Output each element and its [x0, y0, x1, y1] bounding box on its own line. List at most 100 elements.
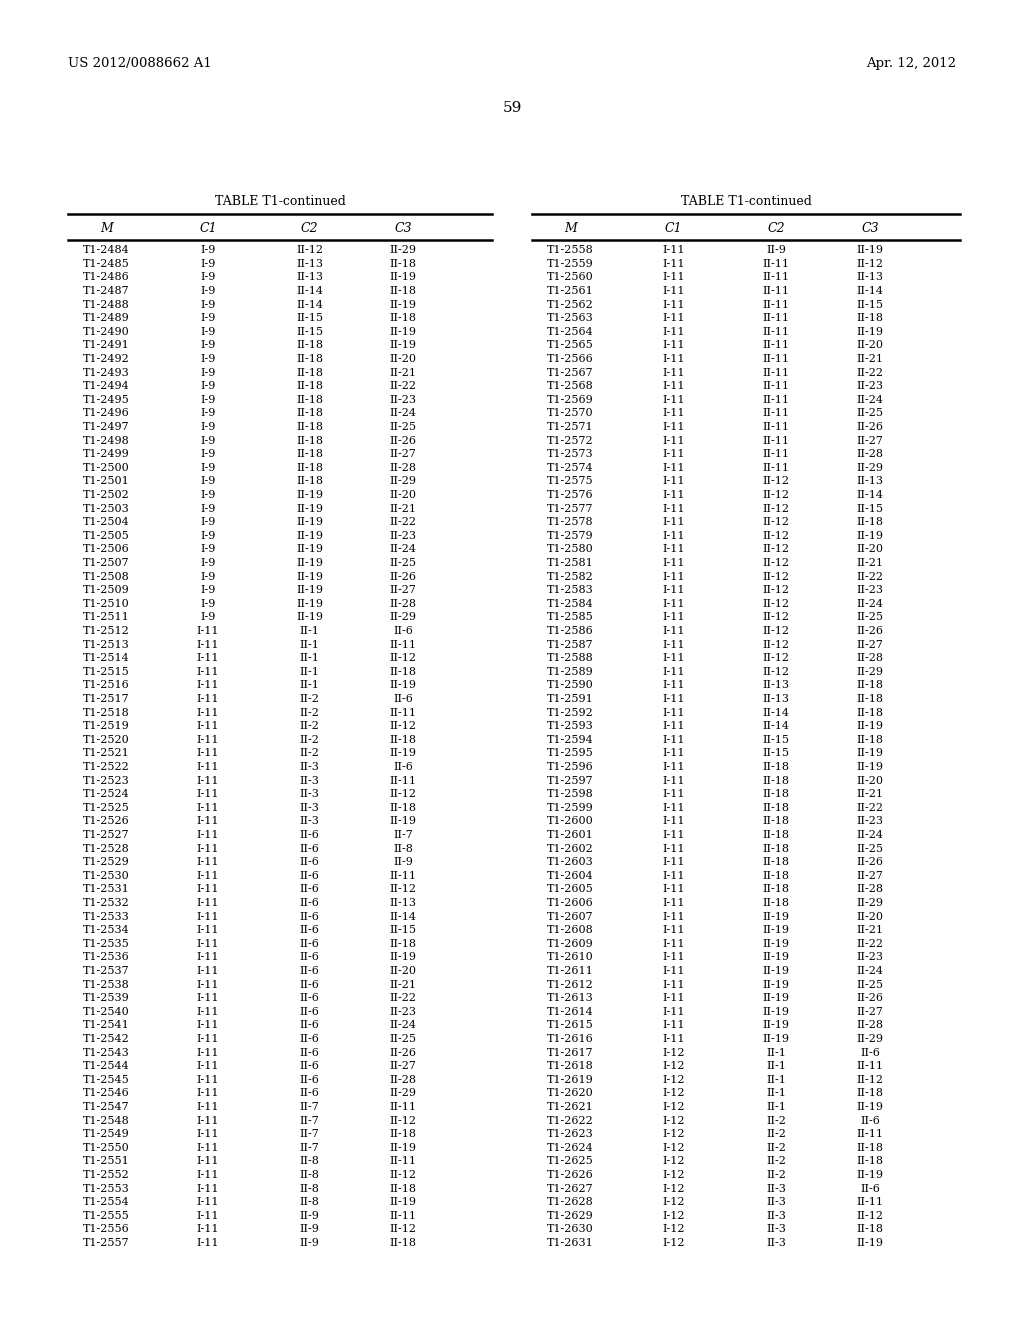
Text: I-11: I-11	[197, 979, 219, 990]
Text: II-21: II-21	[857, 789, 884, 799]
Text: T1-2513: T1-2513	[83, 640, 129, 649]
Text: II-12: II-12	[389, 721, 417, 731]
Text: II-18: II-18	[857, 694, 884, 704]
Text: T1-2608: T1-2608	[547, 925, 594, 935]
Text: II-3: II-3	[300, 762, 319, 772]
Text: I-11: I-11	[662, 979, 684, 990]
Text: II-18: II-18	[389, 259, 417, 269]
Text: T1-2514: T1-2514	[83, 653, 129, 663]
Text: II-25: II-25	[389, 1034, 417, 1044]
Text: II-19: II-19	[857, 1238, 884, 1247]
Text: I-11: I-11	[662, 1007, 684, 1016]
Text: II-28: II-28	[857, 653, 884, 663]
Text: II-29: II-29	[857, 463, 884, 473]
Text: I-11: I-11	[662, 558, 684, 568]
Text: II-19: II-19	[857, 531, 884, 541]
Text: I-11: I-11	[197, 830, 219, 840]
Text: T1-2612: T1-2612	[547, 979, 594, 990]
Text: T1-2551: T1-2551	[83, 1156, 129, 1167]
Text: T1-2598: T1-2598	[547, 789, 594, 799]
Text: I-11: I-11	[662, 680, 684, 690]
Text: II-12: II-12	[763, 626, 790, 636]
Text: II-12: II-12	[763, 667, 790, 677]
Text: T1-2630: T1-2630	[547, 1225, 594, 1234]
Text: I-11: I-11	[197, 925, 219, 935]
Text: II-12: II-12	[763, 531, 790, 541]
Text: II-12: II-12	[763, 599, 790, 609]
Text: I-11: I-11	[197, 1225, 219, 1234]
Text: I-11: I-11	[197, 1238, 219, 1247]
Text: II-19: II-19	[763, 925, 790, 935]
Text: II-21: II-21	[857, 354, 884, 364]
Text: I-11: I-11	[197, 939, 219, 949]
Text: II-15: II-15	[763, 748, 790, 759]
Text: II-29: II-29	[389, 612, 417, 623]
Text: US 2012/0088662 A1: US 2012/0088662 A1	[68, 57, 212, 70]
Text: II-22: II-22	[857, 803, 884, 813]
Text: T1-2547: T1-2547	[83, 1102, 129, 1111]
Text: I-9: I-9	[201, 477, 216, 486]
Text: II-19: II-19	[389, 300, 417, 310]
Text: T1-2505: T1-2505	[83, 531, 129, 541]
Text: II-18: II-18	[763, 857, 790, 867]
Text: T1-2490: T1-2490	[83, 327, 129, 337]
Text: T1-2531: T1-2531	[83, 884, 129, 895]
Text: T1-2562: T1-2562	[547, 300, 594, 310]
Text: II-6: II-6	[300, 898, 319, 908]
Text: II-19: II-19	[857, 327, 884, 337]
Text: II-2: II-2	[300, 694, 319, 704]
Text: II-18: II-18	[296, 477, 324, 486]
Text: I-11: I-11	[197, 843, 219, 854]
Text: T1-2592: T1-2592	[547, 708, 594, 718]
Text: II-22: II-22	[857, 572, 884, 582]
Text: II-7: II-7	[393, 830, 413, 840]
Text: I-11: I-11	[197, 1074, 219, 1085]
Text: T1-2523: T1-2523	[83, 776, 129, 785]
Text: II-19: II-19	[763, 912, 790, 921]
Text: II-19: II-19	[389, 1197, 417, 1208]
Text: T1-2570: T1-2570	[547, 408, 594, 418]
Text: II-12: II-12	[763, 544, 790, 554]
Text: I-11: I-11	[662, 381, 684, 391]
Text: II-3: II-3	[300, 776, 319, 785]
Text: II-20: II-20	[857, 776, 884, 785]
Text: C2: C2	[301, 223, 318, 235]
Text: II-21: II-21	[857, 558, 884, 568]
Text: T1-2495: T1-2495	[83, 395, 129, 405]
Text: T1-2560: T1-2560	[547, 272, 594, 282]
Text: T1-2590: T1-2590	[547, 680, 594, 690]
Text: T1-2502: T1-2502	[83, 490, 129, 500]
Text: II-23: II-23	[389, 1007, 417, 1016]
Text: I-11: I-11	[662, 776, 684, 785]
Text: I-11: I-11	[662, 367, 684, 378]
Text: II-6: II-6	[860, 1048, 880, 1057]
Text: I-11: I-11	[197, 1007, 219, 1016]
Text: T1-2618: T1-2618	[547, 1061, 594, 1072]
Text: T1-2582: T1-2582	[547, 572, 594, 582]
Text: I-9: I-9	[201, 449, 216, 459]
Text: II-12: II-12	[389, 1225, 417, 1234]
Text: II-12: II-12	[763, 490, 790, 500]
Text: II-11: II-11	[389, 708, 417, 718]
Text: II-11: II-11	[763, 367, 790, 378]
Text: II-28: II-28	[389, 463, 417, 473]
Text: II-6: II-6	[860, 1115, 880, 1126]
Text: II-12: II-12	[389, 653, 417, 663]
Text: II-18: II-18	[296, 341, 324, 350]
Text: II-18: II-18	[763, 884, 790, 895]
Text: T1-2496: T1-2496	[83, 408, 129, 418]
Text: T1-2511: T1-2511	[83, 612, 129, 623]
Text: II-27: II-27	[857, 871, 884, 880]
Text: T1-2579: T1-2579	[547, 531, 594, 541]
Text: I-9: I-9	[201, 341, 216, 350]
Text: I-11: I-11	[662, 259, 684, 269]
Text: I-11: I-11	[197, 966, 219, 975]
Text: II-21: II-21	[857, 925, 884, 935]
Text: T1-2552: T1-2552	[83, 1170, 129, 1180]
Text: I-11: I-11	[197, 626, 219, 636]
Text: II-6: II-6	[393, 626, 413, 636]
Text: T1-2521: T1-2521	[83, 748, 129, 759]
Text: II-8: II-8	[300, 1184, 319, 1193]
Text: I-11: I-11	[662, 857, 684, 867]
Text: II-27: II-27	[389, 449, 417, 459]
